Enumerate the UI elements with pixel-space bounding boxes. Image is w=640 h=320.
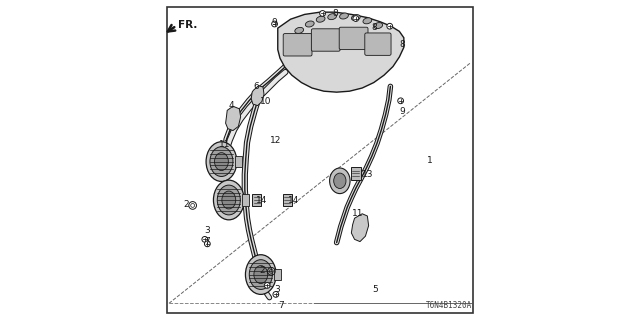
Ellipse shape	[330, 168, 350, 194]
FancyBboxPatch shape	[283, 194, 292, 206]
Ellipse shape	[340, 13, 348, 19]
Circle shape	[264, 283, 270, 288]
Ellipse shape	[316, 16, 325, 22]
Ellipse shape	[328, 14, 337, 20]
Text: 8: 8	[400, 40, 405, 49]
Circle shape	[202, 236, 207, 242]
Polygon shape	[278, 12, 404, 92]
Text: FR.: FR.	[178, 20, 197, 30]
Text: 9: 9	[400, 107, 405, 116]
FancyBboxPatch shape	[283, 34, 312, 56]
FancyBboxPatch shape	[274, 269, 282, 280]
FancyBboxPatch shape	[252, 194, 261, 206]
Text: 8: 8	[371, 23, 376, 32]
Circle shape	[353, 16, 359, 21]
FancyBboxPatch shape	[235, 156, 242, 167]
Text: 2: 2	[259, 266, 264, 275]
Text: 10: 10	[260, 97, 271, 106]
Ellipse shape	[246, 255, 276, 294]
Ellipse shape	[214, 153, 228, 171]
Ellipse shape	[222, 191, 236, 209]
Text: 6: 6	[254, 82, 259, 91]
Ellipse shape	[305, 21, 314, 27]
Text: T6N4B1320A: T6N4B1320A	[426, 301, 472, 310]
Text: 12: 12	[270, 136, 282, 145]
Ellipse shape	[363, 18, 372, 24]
Circle shape	[387, 23, 393, 29]
Polygon shape	[251, 86, 264, 106]
Ellipse shape	[374, 23, 383, 28]
Ellipse shape	[214, 180, 244, 220]
Circle shape	[320, 11, 326, 16]
Text: 11: 11	[352, 209, 364, 218]
Circle shape	[273, 292, 279, 297]
Text: 13: 13	[362, 170, 373, 179]
Polygon shape	[351, 214, 369, 242]
Ellipse shape	[351, 15, 360, 20]
Ellipse shape	[295, 28, 303, 33]
Text: 1: 1	[427, 156, 432, 164]
Text: 14: 14	[256, 196, 268, 205]
Circle shape	[272, 21, 278, 27]
FancyBboxPatch shape	[242, 195, 250, 206]
Polygon shape	[226, 106, 241, 131]
FancyBboxPatch shape	[351, 167, 361, 180]
Text: 11: 11	[219, 140, 230, 149]
Text: 9: 9	[272, 18, 277, 27]
Ellipse shape	[218, 185, 241, 215]
Ellipse shape	[333, 173, 346, 188]
FancyBboxPatch shape	[365, 33, 391, 55]
Text: 7: 7	[278, 301, 284, 310]
Text: 8: 8	[333, 9, 338, 18]
Text: 2: 2	[184, 200, 189, 209]
Ellipse shape	[254, 266, 268, 284]
Text: 3: 3	[274, 285, 280, 294]
Text: 14: 14	[288, 196, 300, 205]
Ellipse shape	[210, 147, 233, 177]
Ellipse shape	[250, 260, 273, 289]
Text: 7: 7	[205, 237, 210, 246]
Text: 4: 4	[228, 101, 234, 110]
FancyBboxPatch shape	[339, 27, 368, 50]
Text: 5: 5	[372, 285, 378, 294]
Ellipse shape	[206, 142, 237, 181]
Text: 3: 3	[205, 226, 210, 235]
Circle shape	[398, 98, 404, 104]
FancyBboxPatch shape	[312, 29, 340, 51]
Circle shape	[205, 241, 210, 247]
